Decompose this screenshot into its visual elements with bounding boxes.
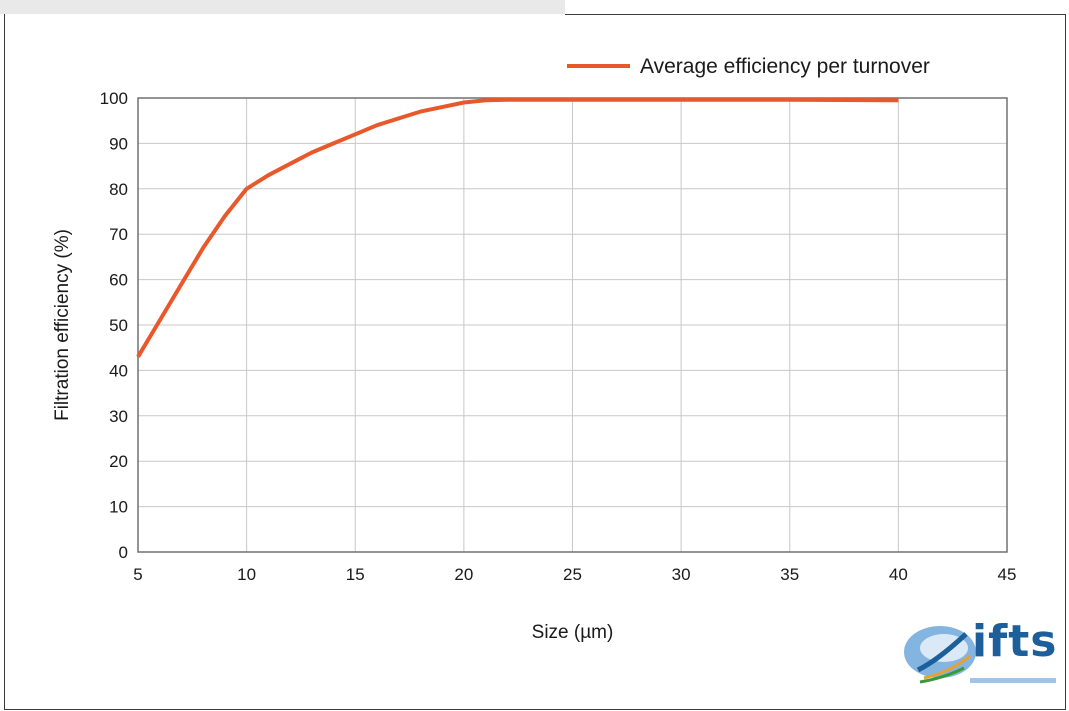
y-tick-label: 60 [109,271,128,290]
series-line [136,97,899,358]
legend: Average efficiency per turnover [567,55,930,78]
x-tick-label: 25 [563,565,582,584]
x-tick-label: 40 [889,565,908,584]
y-tick-label: 30 [109,407,128,426]
x-tick-label: 20 [454,565,473,584]
y-tick-label: 10 [109,498,128,517]
y-tick-label: 90 [109,134,128,153]
y-tick-label: 40 [109,361,128,380]
y-tick-label: 80 [109,180,128,199]
ifts-logo-icon [904,626,1056,684]
y-tick-label: 70 [109,225,128,244]
x-tick-label: 15 [346,565,365,584]
y-tick-label: 20 [109,452,128,471]
x-tick-label: 10 [237,565,256,584]
top-gray-band [0,0,565,14]
x-tick-label: 45 [998,565,1017,584]
legend-label: Average efficiency per turnover [640,55,930,78]
chart-frame [4,14,1066,710]
y-tick-label: 100 [100,89,128,108]
y-tick-label: 0 [119,543,128,562]
logo-wordmark: ifts [972,616,1058,667]
grid-lines [137,97,1008,553]
y-axis-title: Filtration efficiency (%) [52,229,73,421]
x-tick-labels: 5 10 15 20 25 30 35 40 45 [133,565,1016,584]
x-tick-label: 35 [780,565,799,584]
y-tick-label: 50 [109,316,128,335]
x-axis-title: Size (µm) [532,622,614,643]
x-tick-label: 30 [672,565,691,584]
x-tick-label: 5 [133,565,142,584]
chart-frame-top-edge [565,14,1066,15]
series-layer [136,97,899,358]
y-tick-labels: 0 10 20 30 40 50 60 70 80 90 100 [100,89,128,562]
